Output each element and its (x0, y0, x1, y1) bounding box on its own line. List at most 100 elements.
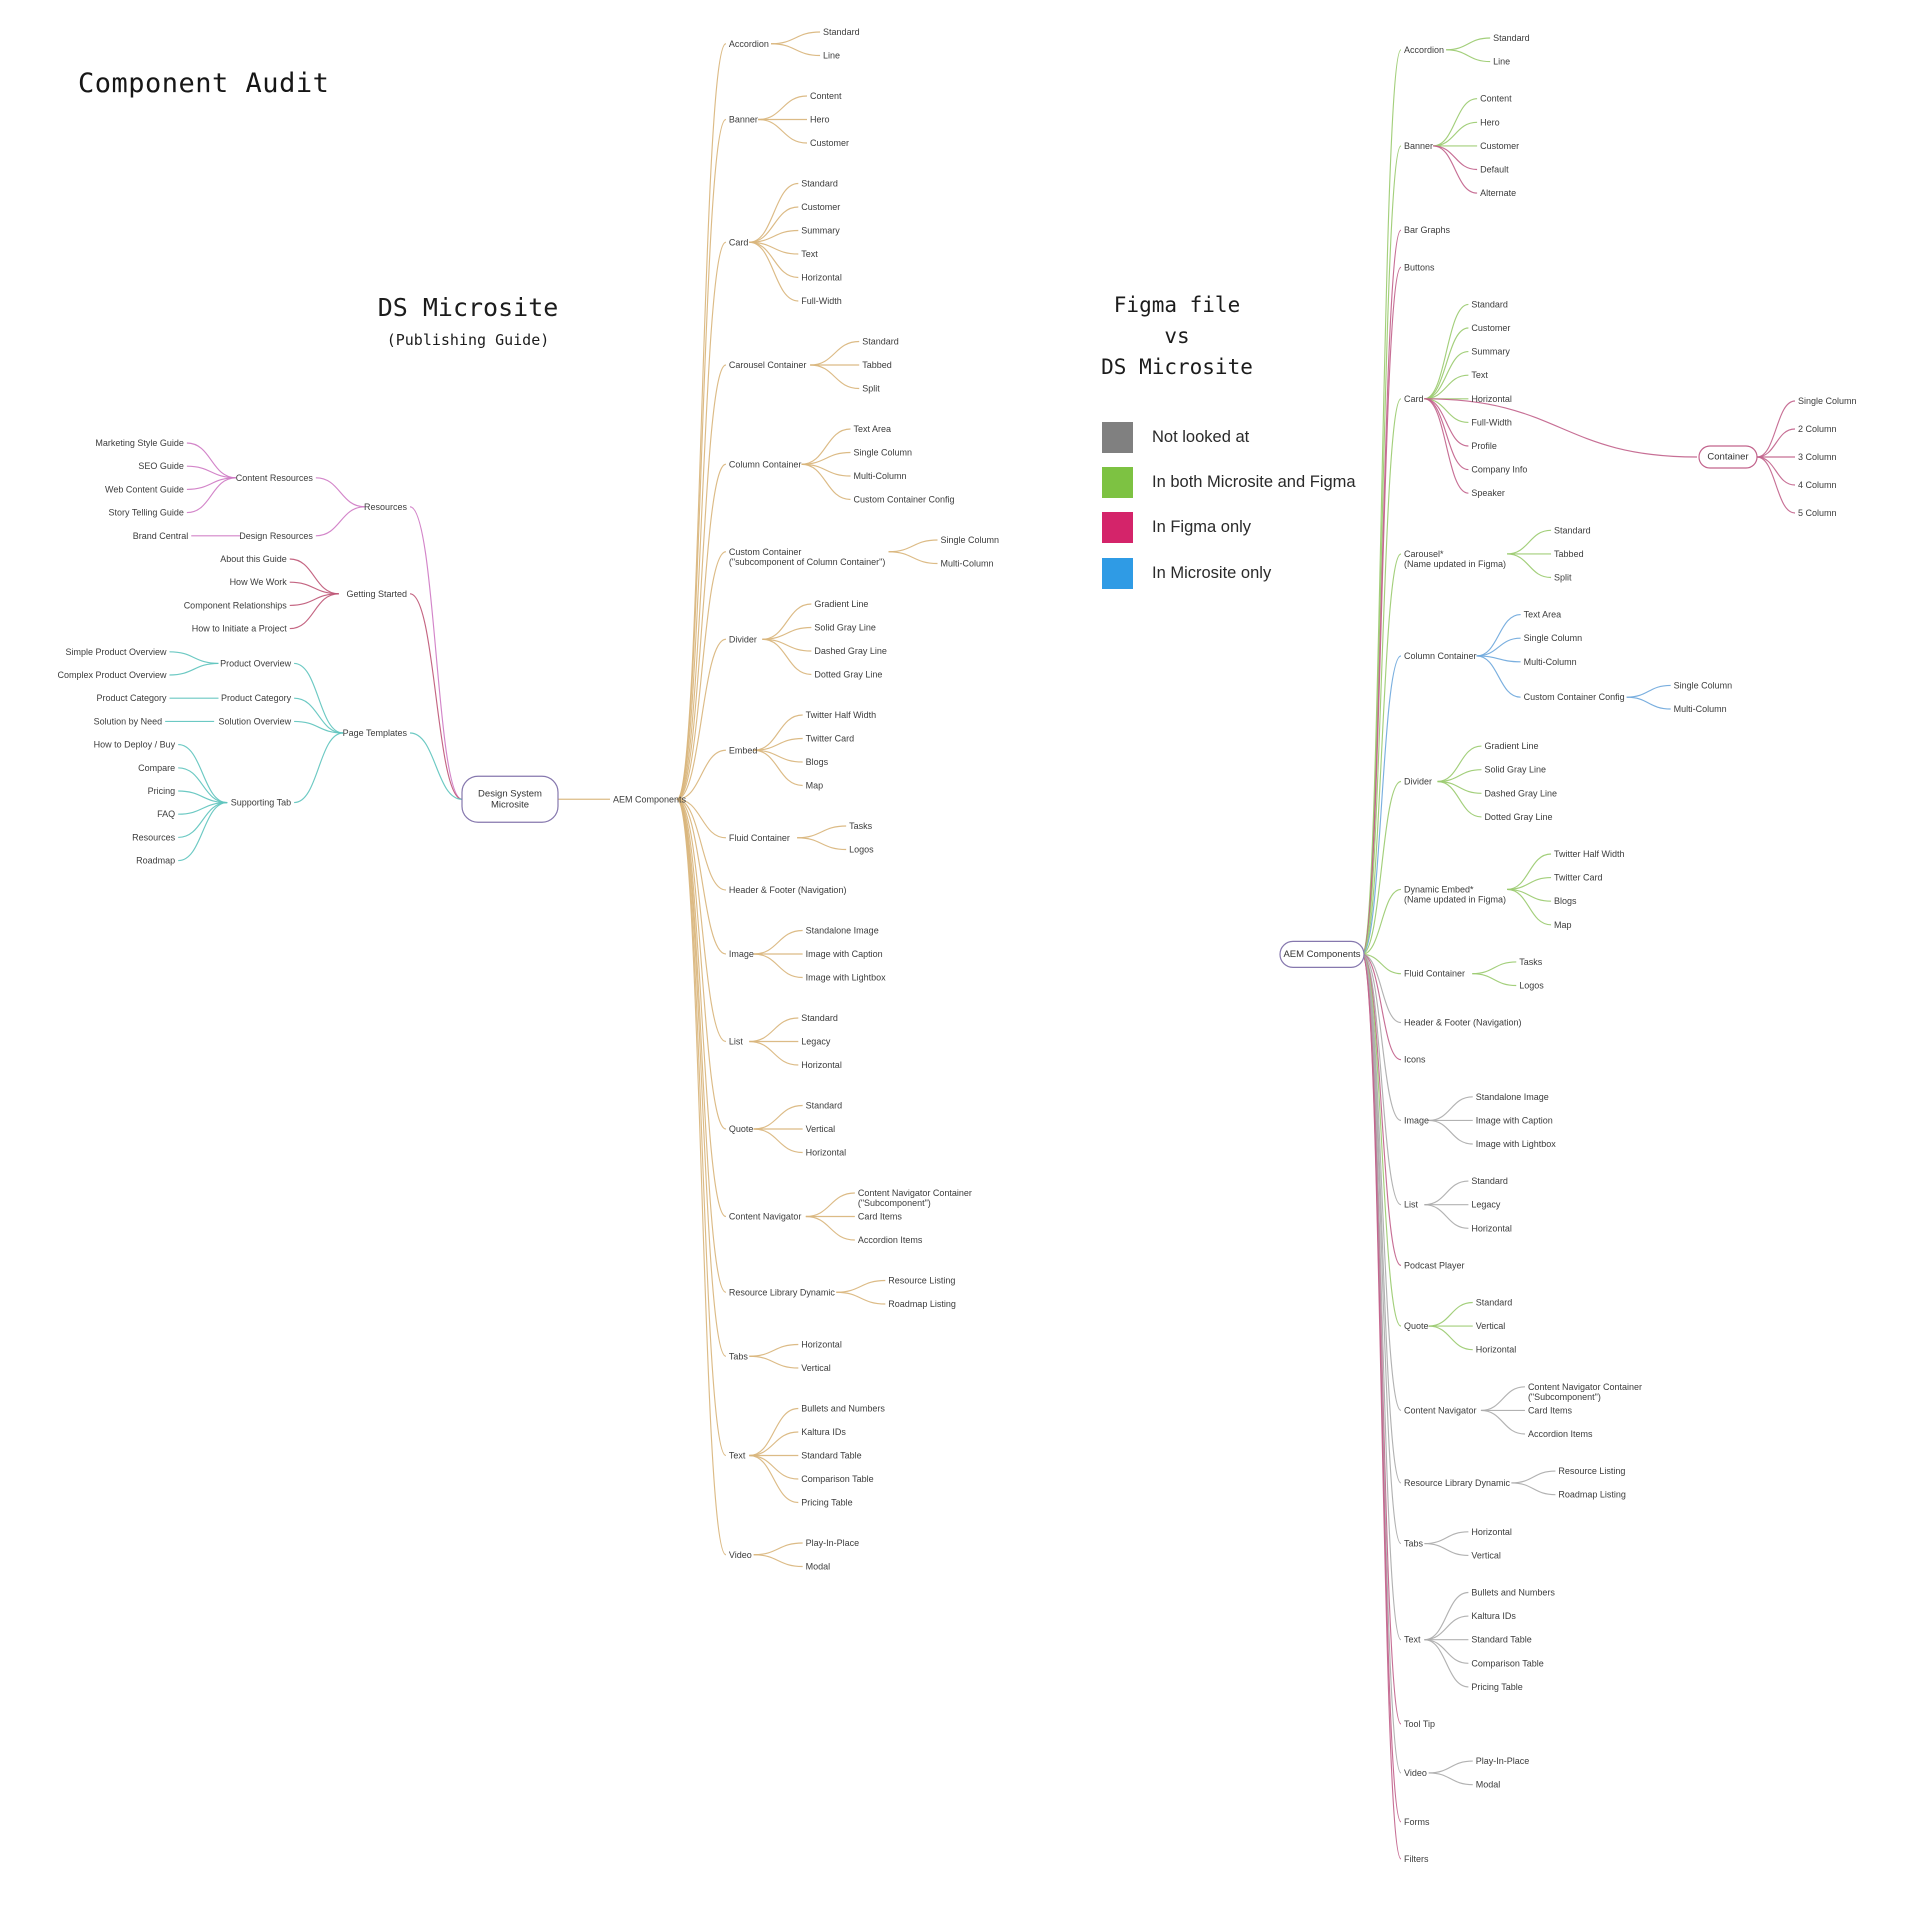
node-play-in-place[interactable]: Play-In-Place (806, 1538, 860, 1548)
node-5-column[interactable]: 5 Column (1798, 508, 1837, 518)
node-how-to-initiate-a-project[interactable]: How to Initiate a Project (192, 624, 288, 634)
node-standard[interactable]: Standard (1476, 1298, 1513, 1308)
node-list[interactable]: List (729, 1037, 744, 1047)
node-horizontal[interactable]: Horizontal (1471, 1527, 1512, 1537)
node-product-category[interactable]: Product Category (96, 693, 167, 703)
node-standard[interactable]: Standard (801, 179, 838, 189)
node-standard[interactable]: Standard (1471, 299, 1508, 309)
node-multi-column[interactable]: Multi-Column (941, 559, 994, 569)
node-story-telling-guide[interactable]: Story Telling Guide (109, 508, 184, 518)
node-complex-product-overview[interactable]: Complex Product Overview (57, 670, 167, 680)
node-full-width[interactable]: Full-Width (1471, 417, 1512, 427)
node-line[interactable]: Line (1493, 57, 1510, 67)
node-tabbed[interactable]: Tabbed (862, 360, 892, 370)
node-custom-container-config[interactable]: Custom Container Config (1524, 692, 1625, 702)
node-brand-central[interactable]: Brand Central (133, 531, 189, 541)
node-embed[interactable]: Embed (729, 745, 758, 755)
node-image[interactable]: Image (1404, 1115, 1429, 1125)
node-hero[interactable]: Hero (810, 115, 830, 125)
node-tabs[interactable]: Tabs (729, 1351, 749, 1361)
node-how-to-deploy-buy[interactable]: How to Deploy / Buy (94, 740, 176, 750)
node-buttons[interactable]: Buttons (1404, 262, 1435, 272)
node-split[interactable]: Split (1554, 573, 1572, 583)
node-simple-product-overview[interactable]: Simple Product Overview (65, 647, 167, 657)
node-quote[interactable]: Quote (729, 1124, 754, 1134)
node-standard[interactable]: Standard (1554, 525, 1591, 535)
node-getting-started[interactable]: Getting Started (346, 589, 407, 599)
node-carousel[interactable]: Carousel* (1404, 549, 1444, 559)
node-customer[interactable]: Customer (810, 138, 849, 148)
node-faq[interactable]: FAQ (157, 809, 175, 819)
node-customer[interactable]: Customer (1471, 323, 1510, 333)
node-card-items[interactable]: Card Items (1528, 1405, 1573, 1415)
node-text[interactable]: Text (729, 1451, 746, 1461)
node-map[interactable]: Map (1554, 920, 1572, 930)
container-node[interactable] (1698, 445, 1758, 469)
node-column-container[interactable]: Column Container (1404, 651, 1477, 661)
node-content-navigator-container[interactable]: Content Navigator Container (1528, 1382, 1642, 1392)
node-marketing-style-guide[interactable]: Marketing Style Guide (95, 438, 184, 448)
node-column-container[interactable]: Column Container (729, 459, 802, 469)
node-multi-column[interactable]: Multi-Column (1524, 657, 1577, 667)
node-legacy[interactable]: Legacy (801, 1037, 831, 1047)
node-pricing-table[interactable]: Pricing Table (801, 1498, 852, 1508)
node-text-area[interactable]: Text Area (854, 424, 892, 434)
node-standard[interactable]: Standard (1493, 33, 1530, 43)
node-content-resources[interactable]: Content Resources (236, 473, 314, 483)
node-image-with-caption[interactable]: Image with Caption (806, 949, 883, 959)
node-image-with-lightbox[interactable]: Image with Lightbox (806, 973, 887, 983)
node-summary[interactable]: Summary (801, 226, 840, 236)
node-about-this-guide[interactable]: About this Guide (220, 554, 287, 564)
node-company-info[interactable]: Company Info (1471, 465, 1527, 475)
node-carousel-container[interactable]: Carousel Container (729, 360, 807, 370)
node-accordion-items[interactable]: Accordion Items (858, 1235, 923, 1245)
design-system-microsite-root-node[interactable] (461, 775, 559, 823)
node-text[interactable]: Text (1471, 370, 1488, 380)
node-vertical[interactable]: Vertical (1471, 1550, 1501, 1560)
node-tasks[interactable]: Tasks (849, 821, 873, 831)
node-twitter-card[interactable]: Twitter Card (1554, 873, 1603, 883)
node-standard-table[interactable]: Standard Table (1471, 1635, 1531, 1645)
node-resource-listing[interactable]: Resource Listing (1558, 1466, 1625, 1476)
node-bullets-and-numbers[interactable]: Bullets and Numbers (1471, 1588, 1555, 1598)
node-list[interactable]: List (1404, 1200, 1419, 1210)
node-standard[interactable]: Standard (806, 1101, 843, 1111)
node-aem-components[interactable]: AEM Components (613, 794, 687, 804)
node-single-column[interactable]: Single Column (1674, 680, 1733, 690)
aem-components-root-node[interactable] (1279, 940, 1365, 968)
node-play-in-place[interactable]: Play-In-Place (1476, 1756, 1530, 1766)
node-component-relationships[interactable]: Component Relationships (184, 600, 288, 610)
node-line[interactable]: Line (823, 51, 840, 61)
node-horizontal[interactable]: Horizontal (1476, 1345, 1517, 1355)
node-resources[interactable]: Resources (364, 502, 408, 512)
node-tool-tip[interactable]: Tool Tip (1404, 1719, 1435, 1729)
node-tasks[interactable]: Tasks (1519, 957, 1543, 967)
node-solution-overview[interactable]: Solution Overview (219, 716, 292, 726)
node-vertical[interactable]: Vertical (801, 1363, 831, 1373)
node-standard[interactable]: Standard (1471, 1176, 1508, 1186)
node-standalone-image[interactable]: Standalone Image (1476, 1092, 1549, 1102)
node-content-navigator-container[interactable]: Content Navigator Container (858, 1188, 972, 1198)
node-header-footer-navigation[interactable]: Header & Footer (Navigation) (1404, 1018, 1522, 1028)
node-content-navigator[interactable]: Content Navigator (1404, 1405, 1477, 1415)
node-dotted-gray-line[interactable]: Dotted Gray Line (1484, 812, 1552, 822)
node-content-navigator[interactable]: Content Navigator (729, 1212, 802, 1222)
node-split[interactable]: Split (862, 384, 880, 394)
node-vertical[interactable]: Vertical (1476, 1321, 1506, 1331)
node-card-items[interactable]: Card Items (858, 1212, 903, 1222)
node-resource-library-dynamic[interactable]: Resource Library Dynamic (1404, 1478, 1511, 1488)
node-content[interactable]: Content (810, 91, 842, 101)
node-logos[interactable]: Logos (1519, 981, 1544, 991)
node-podcast-player[interactable]: Podcast Player (1404, 1260, 1465, 1270)
node-product-overview[interactable]: Product Overview (220, 658, 292, 668)
node-dashed-gray-line[interactable]: Dashed Gray Line (1484, 788, 1557, 798)
node-card[interactable]: Card (1404, 394, 1424, 404)
node-customer[interactable]: Customer (801, 202, 840, 212)
node-bar-graphs[interactable]: Bar Graphs (1404, 225, 1451, 235)
node-bullets-and-numbers[interactable]: Bullets and Numbers (801, 1404, 885, 1414)
node-horizontal[interactable]: Horizontal (806, 1148, 847, 1158)
node-roadmap-listing[interactable]: Roadmap Listing (1558, 1490, 1626, 1500)
node-multi-column[interactable]: Multi-Column (854, 471, 907, 481)
node-dotted-gray-line[interactable]: Dotted Gray Line (814, 670, 882, 680)
node-quote[interactable]: Quote (1404, 1321, 1429, 1331)
